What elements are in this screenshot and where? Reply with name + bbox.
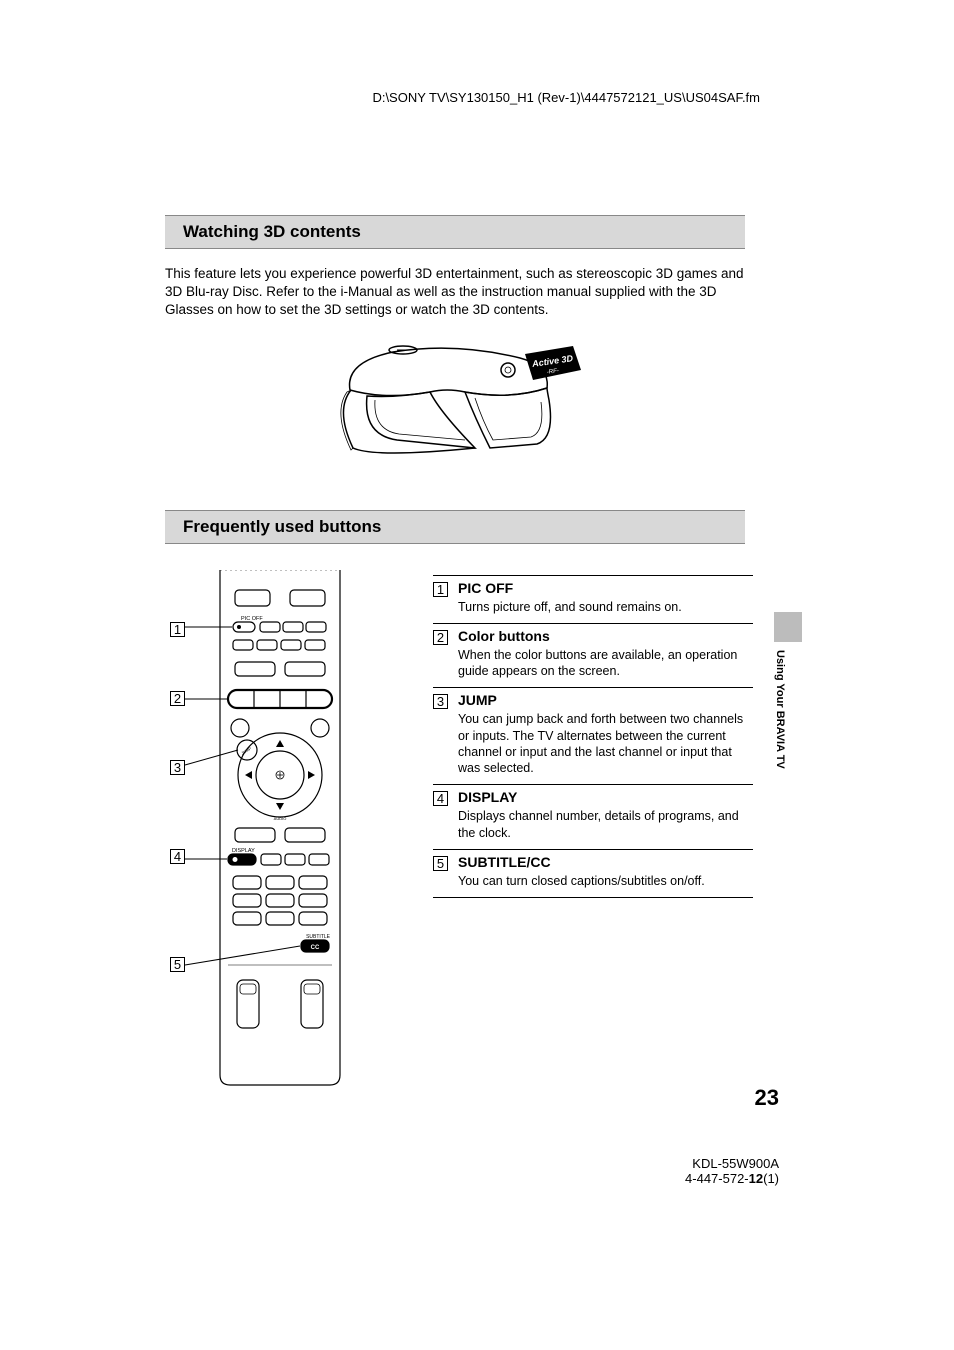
desc-text: Turns picture off, and sound remains on.	[458, 599, 753, 615]
desc-num: 1	[433, 582, 448, 597]
svg-text:PIC OFF: PIC OFF	[241, 616, 263, 622]
callout-num: 5	[170, 957, 185, 972]
footer: KDL-55W900A 4-447-572-12(1)	[685, 1156, 779, 1186]
desc-text: When the color buttons are available, an…	[458, 647, 753, 680]
desc-text: You can turn closed captions/subtitles o…	[458, 873, 753, 889]
side-tab-marker	[774, 612, 802, 642]
svg-text:SUBTITLE: SUBTITLE	[306, 934, 331, 940]
desc-num: 4	[433, 791, 448, 806]
desc-item: 3 JUMP You can jump back and forth betwe…	[433, 688, 753, 785]
callout-num: 4	[170, 849, 185, 864]
desc-title: DISPLAY	[458, 789, 753, 805]
desc-title: Color buttons	[458, 628, 753, 644]
desc-title: SUBTITLE/CC	[458, 854, 753, 870]
desc-text: You can jump back and forth between two …	[458, 711, 753, 776]
svg-text:AUDIO: AUDIO	[274, 816, 287, 821]
desc-item: 4 DISPLAY Displays channel number, detai…	[433, 785, 753, 850]
callout-num: 1	[170, 622, 185, 637]
desc-num: 5	[433, 856, 448, 871]
file-path: D:\SONY TV\SY130150_H1 (Rev-1)\444757212…	[165, 90, 760, 105]
desc-title: JUMP	[458, 692, 753, 708]
svg-text:CC: CC	[311, 945, 320, 951]
footer-model: KDL-55W900A	[685, 1156, 779, 1171]
side-tab-label: Using Your BRAVIA TV	[774, 642, 786, 802]
desc-text: Displays channel number, details of prog…	[458, 808, 753, 841]
desc-item: 2 Color buttons When the color buttons a…	[433, 624, 753, 689]
desc-item: 5 SUBTITLE/CC You can turn closed captio…	[433, 850, 753, 898]
callout-num: 3	[170, 760, 185, 775]
svg-text:DISPLAY: DISPLAY	[232, 848, 255, 854]
callout-num: 2	[170, 691, 185, 706]
svg-text:JUMP: JUMP	[240, 745, 252, 755]
side-tab: Using Your BRAVIA TV	[774, 612, 802, 804]
section-heading-3d: Watching 3D contents	[165, 215, 745, 249]
section-body-3d: This feature lets you experience powerfu…	[165, 265, 760, 320]
footer-docnum: 4-447-572-12(1)	[685, 1171, 779, 1186]
desc-item: 1 PIC OFF Turns picture off, and sound r…	[433, 575, 753, 624]
button-descriptions: 1 PIC OFF Turns picture off, and sound r…	[433, 560, 753, 1095]
desc-num: 3	[433, 694, 448, 709]
page-number: 23	[755, 1085, 779, 1111]
remote-diagram: PIC OFF	[165, 560, 385, 1095]
section-heading-buttons: Frequently used buttons	[165, 510, 745, 544]
desc-num: 2	[433, 630, 448, 645]
glasses-illustration: Active 3D -RF-	[165, 340, 745, 470]
desc-title: PIC OFF	[458, 580, 753, 596]
